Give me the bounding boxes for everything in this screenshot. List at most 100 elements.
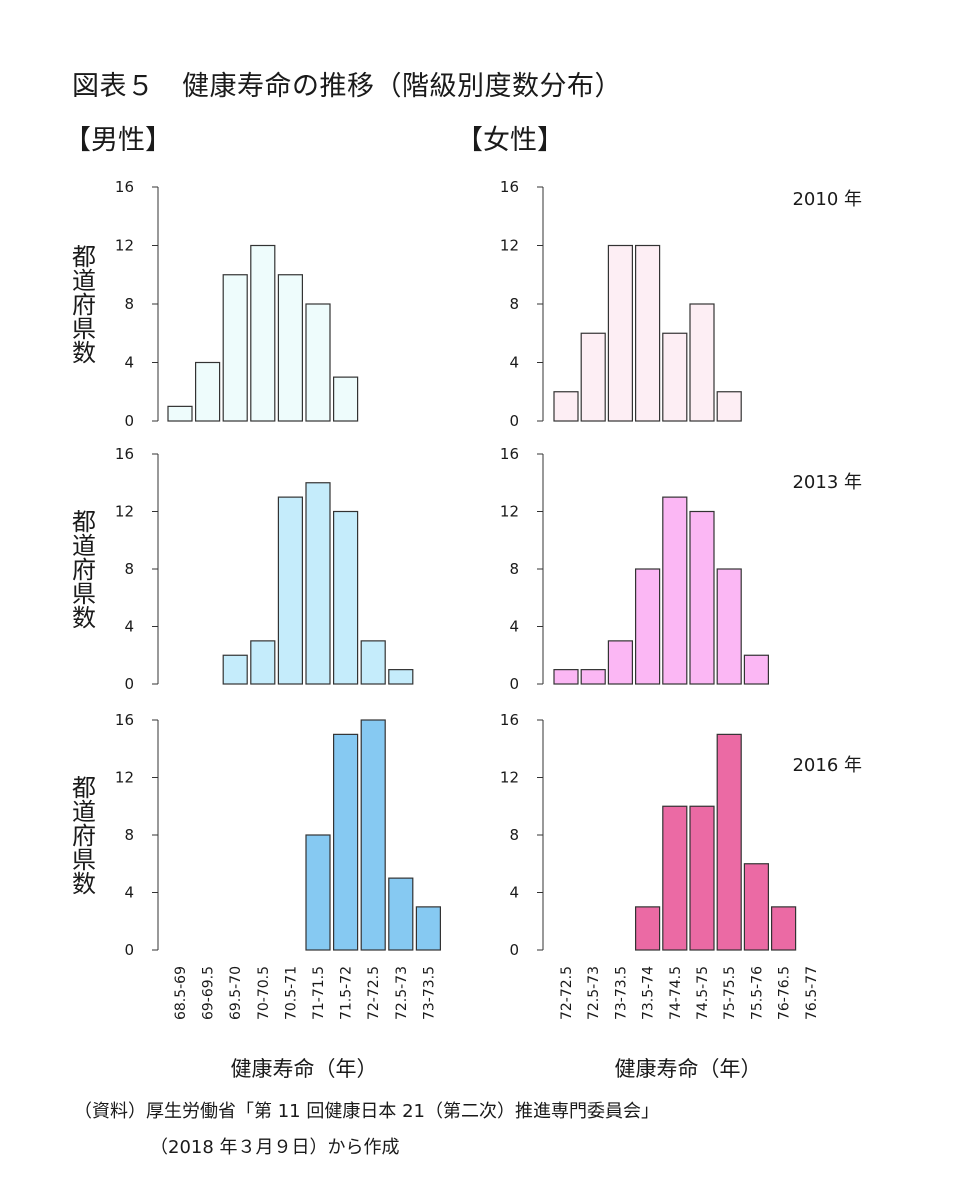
x-tick-label: 71.5-72 [339, 966, 355, 1020]
bar [250, 640, 276, 685]
y-axis-title-char: 府 [72, 291, 96, 319]
y-axis-title-char: 県 [72, 580, 96, 608]
x-tick-label: 72-72.5 [559, 966, 575, 1020]
y-axis-title-char: 数 [72, 604, 96, 632]
chart-panel-male-2: 0 4 8 12 16 都道府県数 [72, 445, 414, 693]
y-tick-label: 0 [509, 941, 519, 959]
bar [553, 391, 579, 422]
y-tick-label: 16 [115, 711, 134, 729]
bar [689, 805, 715, 951]
bar [662, 332, 688, 422]
bar [333, 733, 359, 951]
y-axis-title-char: 道 [72, 267, 96, 295]
bar [360, 640, 386, 685]
chart-panel-female-2: 0 4 8 12 16 2013 年 [500, 445, 862, 693]
y-tick-label: 8 [509, 826, 519, 844]
x-tick-label: 71-71.5 [311, 966, 327, 1020]
y-tick-label: 12 [500, 237, 519, 255]
bar [388, 877, 414, 951]
y-tick-label: 12 [115, 503, 134, 521]
y-axis-title-char: 道 [72, 798, 96, 826]
y-tick-label: 4 [124, 354, 134, 372]
bar [716, 568, 742, 685]
y-tick-label: 12 [500, 769, 519, 787]
bar [333, 510, 359, 685]
y-tick-label: 0 [124, 675, 134, 693]
bar [607, 244, 634, 422]
y-tick-label: 8 [124, 826, 134, 844]
bar [634, 568, 661, 685]
bar [305, 303, 331, 422]
y-axis-title-char: 府 [72, 556, 96, 584]
x-tick-label: 76.5-77 [804, 966, 820, 1020]
bar [607, 640, 634, 685]
y-axis-title: 都道府県数 [72, 508, 96, 632]
y-tick-label: 4 [509, 884, 519, 902]
x-tick-label: 75.5-76 [749, 966, 765, 1020]
bar [662, 496, 688, 685]
x-axis-title: 健康寿命（年） [231, 1057, 378, 1081]
bar [305, 482, 331, 685]
x-tick-label: 76-76.5 [777, 966, 793, 1020]
y-tick-label: 16 [115, 178, 134, 196]
x-tick-label: 73-73.5 [613, 966, 629, 1020]
y-tick-label: 4 [124, 884, 134, 902]
bar [195, 361, 221, 422]
bar [634, 244, 661, 422]
bar [662, 805, 688, 951]
bar [716, 733, 742, 951]
y-axis-title-char: 県 [72, 315, 96, 343]
y-tick-label: 16 [115, 445, 134, 463]
x-tick-label: 75-75.5 [722, 966, 738, 1020]
x-tick-label: 74-74.5 [668, 966, 684, 1020]
y-tick-label: 8 [124, 560, 134, 578]
bar [222, 654, 248, 685]
bar [580, 332, 606, 422]
y-axis-title: 都道府県数 [72, 243, 96, 367]
bar [360, 719, 386, 951]
bar [415, 906, 441, 951]
bar [250, 244, 276, 422]
bar [689, 303, 715, 422]
bar [689, 510, 715, 685]
y-tick-label: 8 [509, 560, 519, 578]
figure-title: 図表５ 健康寿命の推移（階級別度数分布） [72, 71, 622, 102]
bar [770, 906, 797, 951]
bar [716, 391, 742, 422]
chart-panel-male-3: 0 4 8 12 16 都道府県数 68.5-69 69-69.5 69.5-70 70-70.5… [72, 711, 441, 1081]
x-tick-label: 70-70.5 [256, 966, 272, 1020]
female-header: 【女性】 [456, 125, 564, 156]
y-tick-label: 12 [500, 503, 519, 521]
x-axis-title: 健康寿命（年） [615, 1057, 762, 1081]
bar [743, 863, 770, 951]
source-note-line1: （資料）厚生労働省「第 11 回健康日本 21（第二次）推進専門委員会」 [74, 1101, 659, 1122]
y-tick-label: 4 [124, 618, 134, 636]
x-tick-label: 74.5-75 [695, 966, 711, 1020]
chart-panel-male-1: 0 4 8 12 16 都道府県数 [72, 178, 359, 430]
y-tick-label: 8 [124, 295, 134, 313]
y-tick-label: 16 [500, 711, 519, 729]
year-label: 2010 年 [792, 189, 862, 210]
bar [553, 669, 579, 685]
x-tick-label: 72-72.5 [366, 966, 382, 1020]
y-tick-label: 8 [509, 295, 519, 313]
y-tick-label: 0 [124, 941, 134, 959]
y-tick-label: 12 [115, 237, 134, 255]
bar [167, 405, 193, 422]
y-tick-label: 0 [124, 412, 134, 430]
y-axis-title-char: 県 [72, 846, 96, 874]
chart-panel-female-3: 0 4 8 12 16 2016 年 72-72.5 72.5-73 73-73.5 73.5-7… [500, 711, 862, 1081]
x-tick-label: 72.5-73 [586, 966, 602, 1020]
y-axis-title-char: 数 [72, 870, 96, 898]
bar [634, 906, 661, 951]
bar [388, 669, 414, 685]
bar [222, 274, 248, 422]
y-tick-label: 4 [509, 354, 519, 372]
y-tick-label: 16 [500, 445, 519, 463]
y-axis-title-char: 数 [72, 339, 96, 367]
bar [580, 669, 606, 685]
y-axis-title-char: 都 [72, 243, 96, 271]
y-tick-label: 16 [500, 178, 519, 196]
y-axis-title-char: 道 [72, 532, 96, 560]
